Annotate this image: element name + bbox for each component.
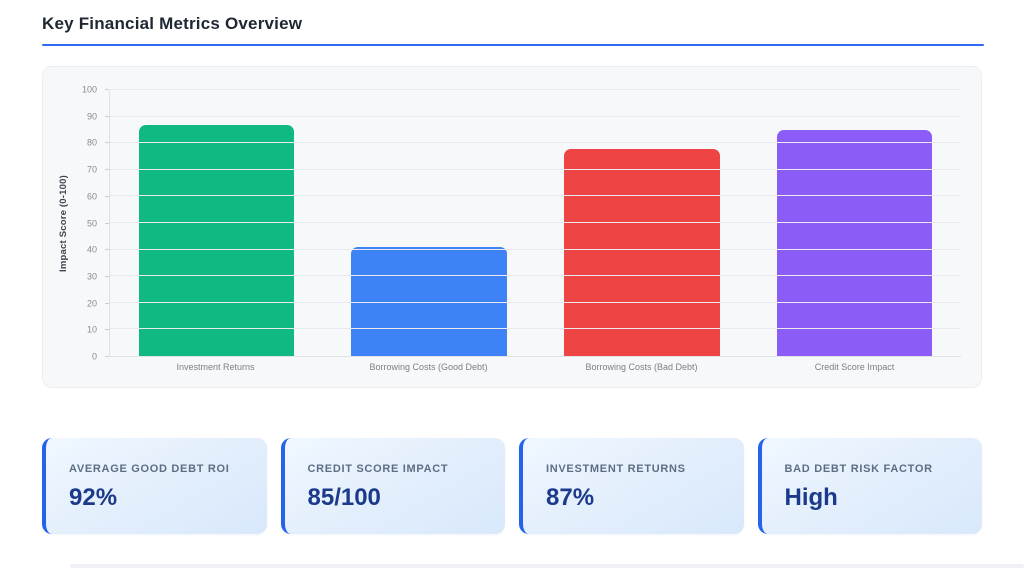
gridline xyxy=(110,328,961,330)
gridline xyxy=(110,168,961,170)
stat-cards: AVERAGE GOOD DEBT ROI 92% CREDIT SCORE I… xyxy=(42,438,982,534)
gridline xyxy=(110,115,961,117)
page-title: Key Financial Metrics Overview xyxy=(42,14,303,33)
gridline xyxy=(110,301,961,303)
bar-slot-borrowing-costs-good-debt xyxy=(323,90,536,356)
stat-card-value: 92% xyxy=(69,484,118,511)
bar-credit-score-impact[interactable] xyxy=(776,129,933,356)
y-tick-label: 50 xyxy=(86,218,97,228)
x-labels: Investment Returns Borrowing Costs (Good … xyxy=(109,362,961,372)
bottom-section-divider xyxy=(70,564,1024,568)
stat-card-label: INVESTMENT RETURNS xyxy=(546,463,686,475)
y-tick-label: 0 xyxy=(91,351,97,362)
y-tick-mark xyxy=(105,249,109,251)
y-tick-label: 40 xyxy=(86,244,97,255)
gridline xyxy=(110,195,961,197)
x-tick-label: Credit Score Impact xyxy=(814,362,895,372)
gridline xyxy=(110,222,961,223)
stat-card-bad-debt-risk-factor: BAD DEBT RISK FACTOR High xyxy=(757,438,982,534)
plot-area xyxy=(109,89,961,357)
bar-slot-credit-score-impact xyxy=(748,90,961,356)
y-tick-mark xyxy=(105,302,109,304)
y-tick-label: 10 xyxy=(86,324,97,335)
y-tick-mark xyxy=(105,275,109,277)
y-tick-label: 20 xyxy=(86,298,97,309)
y-tick-mark xyxy=(105,115,109,117)
stat-card-investment-returns: INVESTMENT RETURNS 87% xyxy=(519,438,744,534)
y-tick-label: 70 xyxy=(86,164,97,175)
gridline xyxy=(110,248,961,250)
gridline xyxy=(110,89,961,90)
title-underline xyxy=(42,44,984,46)
y-tick-mark xyxy=(105,142,109,144)
y-tick-label: 100 xyxy=(81,84,97,95)
y-tick-mark xyxy=(105,222,109,224)
stat-card-value: 87% xyxy=(546,484,595,511)
y-tick-mark xyxy=(105,89,109,90)
bar-chart-panel: Impact Score (0-100) 0 10 20 30 40 50 60 70 80 90… xyxy=(42,66,982,388)
x-tick-label: Investment Returns xyxy=(176,362,255,372)
y-tick-mark xyxy=(105,169,109,171)
y-tick-label: 60 xyxy=(86,191,97,202)
y-tick-label: 90 xyxy=(86,111,97,122)
stat-card-label: AVERAGE GOOD DEBT ROI xyxy=(69,463,230,475)
bars xyxy=(110,90,961,356)
y-tick-label: 30 xyxy=(86,271,97,282)
x-tick-label: Borrowing Costs (Good Debt) xyxy=(369,362,488,372)
stat-card-value: 85/100 xyxy=(307,484,381,511)
gridline xyxy=(110,275,961,277)
bar-slot-borrowing-costs-bad-debt xyxy=(536,90,749,356)
stat-card-credit-score-impact: CREDIT SCORE IMPACT 85/100 xyxy=(280,438,505,534)
y-axis-ticks: 0 10 20 30 40 50 60 70 80 90 100 xyxy=(43,85,109,361)
y-tick-mark xyxy=(105,195,109,197)
y-tick-mark xyxy=(105,329,109,331)
y-tick-label: 80 xyxy=(86,137,97,148)
x-tick-label: Borrowing Costs (Bad Debt) xyxy=(585,362,698,372)
y-tick-mark xyxy=(105,356,109,357)
bar-borrowing-costs-bad-debt[interactable] xyxy=(564,148,720,356)
stat-card-value: High xyxy=(784,484,838,511)
stat-card-label: CREDIT SCORE IMPACT xyxy=(307,463,449,475)
stat-card-label: BAD DEBT RISK FACTOR xyxy=(784,463,933,475)
bar-slot-investment-returns xyxy=(110,90,323,356)
gridline xyxy=(110,142,961,144)
stat-card-average-good-debt-roi: AVERAGE GOOD DEBT ROI 92% xyxy=(42,438,267,534)
bar-investment-returns[interactable] xyxy=(138,124,295,356)
bar-borrowing-costs-good-debt[interactable] xyxy=(351,246,507,356)
